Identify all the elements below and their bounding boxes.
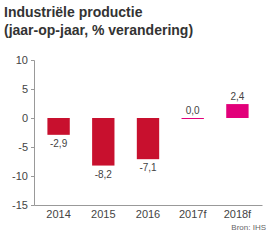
y-axis: -15 -10 -5 0 5 10 (12, 54, 34, 211)
y-tick-label: 5 (22, 83, 28, 95)
source: Bron: IHS (231, 223, 266, 232)
x-tick: 2016 (136, 205, 160, 220)
x-tick-label: 2018f (224, 208, 252, 220)
bar (137, 118, 159, 159)
y-tick-label: 10 (16, 54, 28, 66)
data-labels: -2,9 -8,2 -7,1 0,0 2,4 (50, 91, 245, 179)
bar (226, 104, 248, 118)
y-tick-label: 0 (22, 112, 28, 124)
y-tick-mark (31, 205, 34, 206)
subtitle: (jaar-op-jaar, % verandering) (4, 22, 193, 38)
data-label: -8,2 (95, 169, 113, 180)
x-axis-line (35, 205, 263, 206)
data-label: -2,9 (50, 138, 68, 149)
title: Industriële productie (4, 4, 143, 20)
y-tick: 0 (22, 112, 34, 124)
y-axis-line (31, 61, 35, 206)
y-tick-label: -15 (12, 199, 28, 211)
x-tick: 2018f (224, 205, 252, 220)
x-tick: 2014 (46, 205, 70, 220)
x-tick-label: 2014 (46, 208, 70, 220)
y-tick-mark (31, 60, 34, 61)
x-tick: 2015 (91, 205, 115, 220)
y-tick-label: -10 (12, 170, 28, 182)
y-tick: -15 (12, 199, 34, 211)
x-axis: 2014 2015 2016 2017f 2018f (35, 205, 263, 220)
chart: Industriële productie (jaar-op-jaar, % ve… (0, 0, 270, 232)
x-tick-label: 2015 (91, 208, 115, 220)
bar (182, 118, 204, 119)
y-tick: 5 (22, 83, 34, 95)
y-tick: -5 (18, 141, 34, 153)
x-tick: 2017f (179, 205, 207, 220)
x-tick-label: 2016 (136, 208, 160, 220)
y-tick: -10 (12, 170, 34, 182)
y-tick: 10 (16, 54, 34, 66)
x-tick-label: 2017f (179, 208, 207, 220)
y-tick-mark (31, 118, 34, 119)
bar (92, 118, 114, 166)
y-tick-mark (31, 147, 34, 148)
data-label: 0,0 (186, 105, 200, 116)
y-tick-label: -5 (18, 141, 28, 153)
bar (47, 118, 69, 135)
bars (47, 104, 248, 165)
y-tick-mark (31, 89, 34, 90)
data-label: -7,1 (139, 162, 157, 173)
y-tick-mark (31, 176, 34, 177)
data-label: 2,4 (230, 91, 244, 102)
